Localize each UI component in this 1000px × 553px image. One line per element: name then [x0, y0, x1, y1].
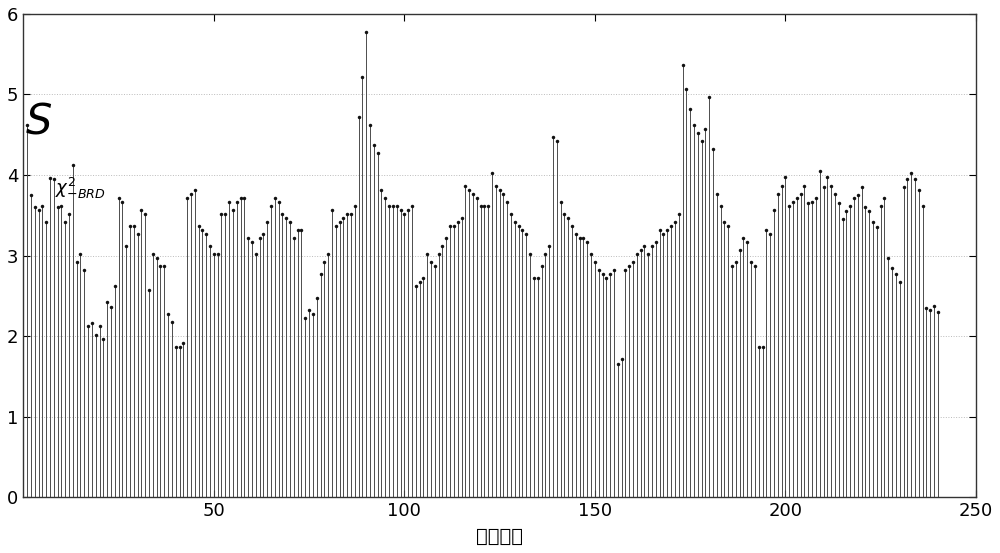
Text: $S$: $S$	[25, 101, 52, 143]
Text: $\chi^2_{-BRD}$: $\chi^2_{-BRD}$	[55, 175, 106, 201]
X-axis label: 图像标号: 图像标号	[476, 527, 523, 546]
